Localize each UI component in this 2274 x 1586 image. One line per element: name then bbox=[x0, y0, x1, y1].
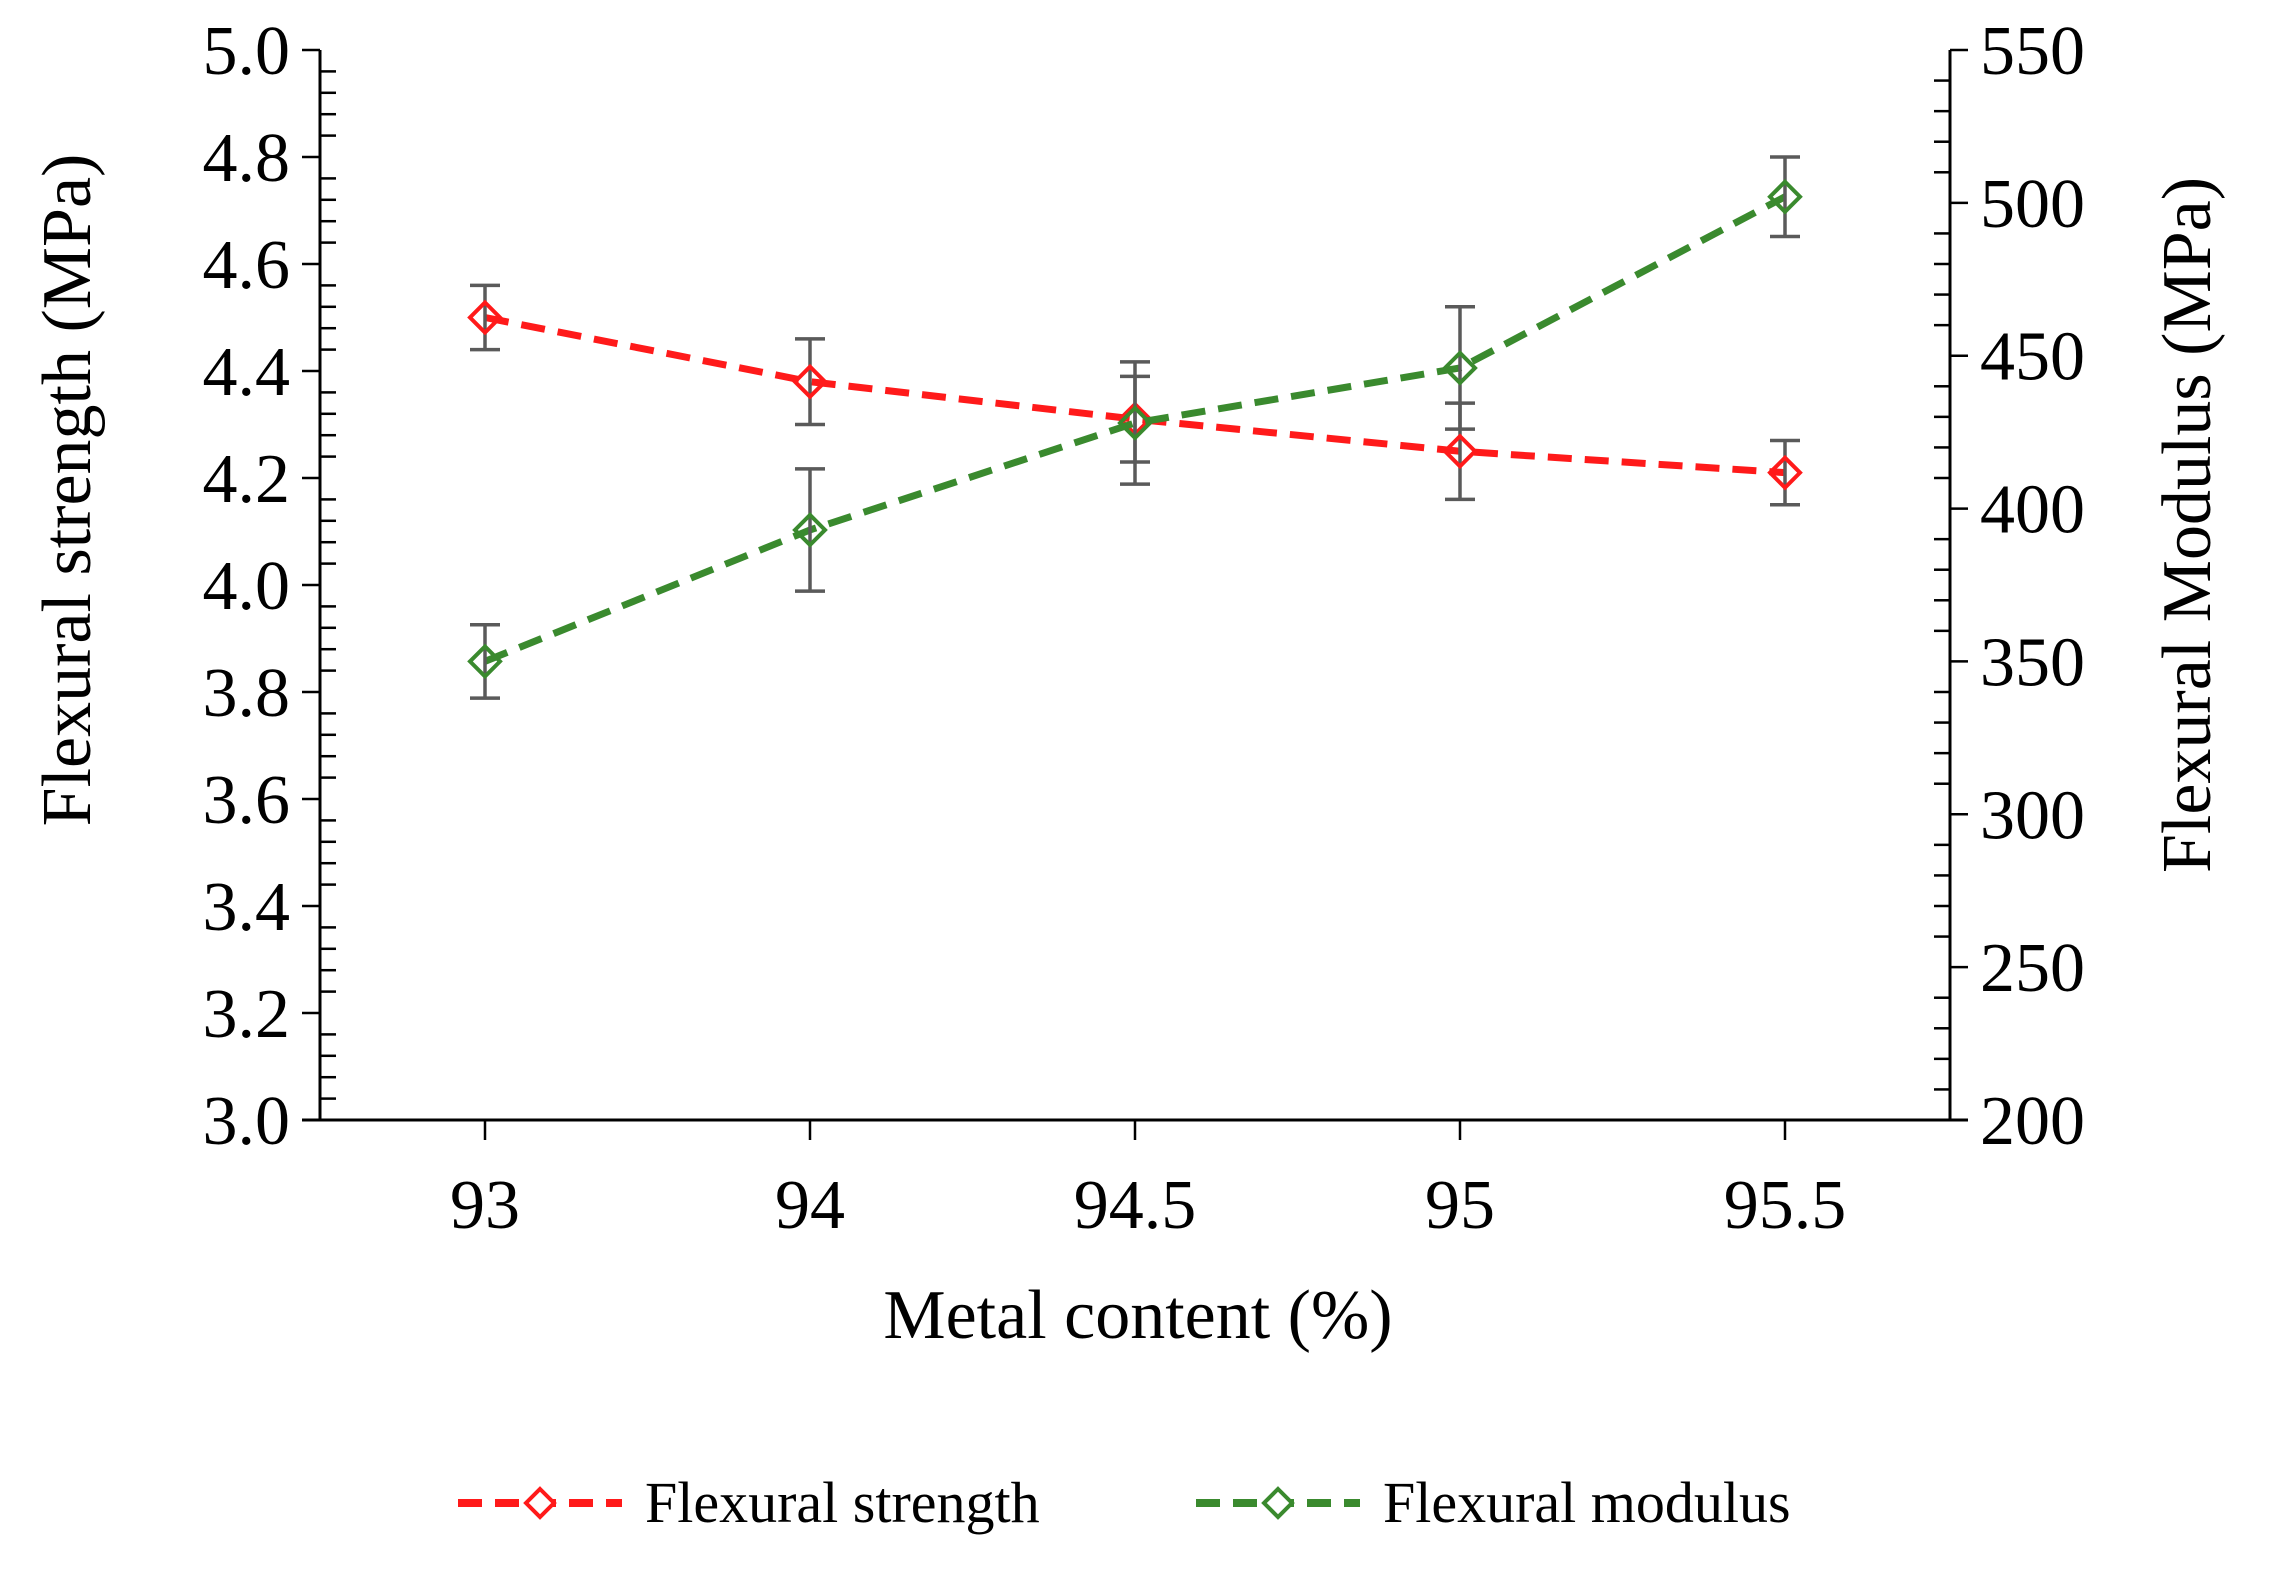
right-tick-label: 500 bbox=[1980, 166, 2085, 243]
left-tick-label: 4.4 bbox=[203, 334, 291, 411]
left-tick-label: 5.0 bbox=[203, 13, 291, 90]
plot-series bbox=[467, 155, 1803, 700]
legend-item-flexural-strength: Flexural strength bbox=[458, 1470, 1040, 1535]
right-y-axis: 200 250 300 350 400 450 500 550 bbox=[1934, 13, 2085, 1160]
data-point-flexural-modulus bbox=[792, 512, 828, 548]
legend-marker-flexural-strength bbox=[523, 1486, 557, 1520]
right-tick-label: 250 bbox=[1980, 930, 2085, 1007]
data-point-flexural-modulus bbox=[1117, 405, 1153, 441]
x-axis: 93 94 94.5 95 95.5 bbox=[302, 1118, 1968, 1244]
legend-marker-flexural-modulus bbox=[1261, 1486, 1295, 1520]
x-tick-label: 93 bbox=[450, 1167, 520, 1244]
legend-item-flexural-modulus: Flexural modulus bbox=[1196, 1470, 1791, 1535]
left-tick-label: 4.2 bbox=[203, 441, 291, 518]
right-tick-label: 400 bbox=[1980, 472, 2085, 549]
data-point-flexural-modulus bbox=[1442, 350, 1478, 386]
data-point-flexural-strength bbox=[1442, 433, 1478, 470]
x-axis-title: Metal content (%) bbox=[883, 1277, 1392, 1354]
left-tick-label: 3.6 bbox=[203, 762, 291, 839]
left-tick-label: 3.4 bbox=[203, 869, 291, 946]
left-tick-label: 4.0 bbox=[203, 548, 291, 625]
x-tick-label: 95 bbox=[1425, 1167, 1495, 1244]
left-y-axis: 3.0 3.2 3.4 3.6 3.8 4.0 4.2 4.4 4.6 4.8 5.0 bbox=[203, 13, 336, 1160]
legend-label-flexural-strength: Flexural strength bbox=[645, 1470, 1040, 1535]
right-tick-label: 550 bbox=[1980, 13, 2085, 90]
y-right-axis-title: Flexural Modulus (MPa) bbox=[2149, 177, 2226, 873]
x-tick-label: 94 bbox=[775, 1167, 845, 1244]
left-tick-label: 3.2 bbox=[203, 976, 291, 1053]
left-tick-label: 3.0 bbox=[203, 1083, 291, 1160]
x-tick-label: 94.5 bbox=[1074, 1167, 1197, 1244]
data-point-flexural-modulus bbox=[1767, 178, 1803, 215]
right-tick-label: 200 bbox=[1980, 1083, 2085, 1160]
legend-label-flexural-modulus: Flexural modulus bbox=[1383, 1470, 1791, 1535]
legend: Flexural strength Flexural modulus bbox=[458, 1470, 1791, 1535]
left-tick-label: 3.8 bbox=[203, 655, 291, 732]
left-tick-label: 4.6 bbox=[203, 227, 291, 304]
data-point-flexural-modulus bbox=[467, 643, 503, 680]
data-point-flexural-strength bbox=[467, 299, 503, 336]
data-point-flexural-strength bbox=[792, 363, 828, 400]
right-tick-label: 450 bbox=[1980, 319, 2085, 396]
series-line-flexural-strength bbox=[484, 314, 1786, 477]
left-tick-label: 4.8 bbox=[203, 120, 291, 197]
right-tick-label: 350 bbox=[1980, 624, 2085, 701]
right-tick-label: 300 bbox=[1980, 777, 2085, 854]
x-tick-label: 95.5 bbox=[1724, 1167, 1847, 1244]
series-line-flexural-modulus bbox=[483, 193, 1787, 665]
data-point-flexural-strength bbox=[1767, 454, 1803, 491]
y-left-axis-title: Flexural strength (MPa) bbox=[29, 154, 106, 827]
